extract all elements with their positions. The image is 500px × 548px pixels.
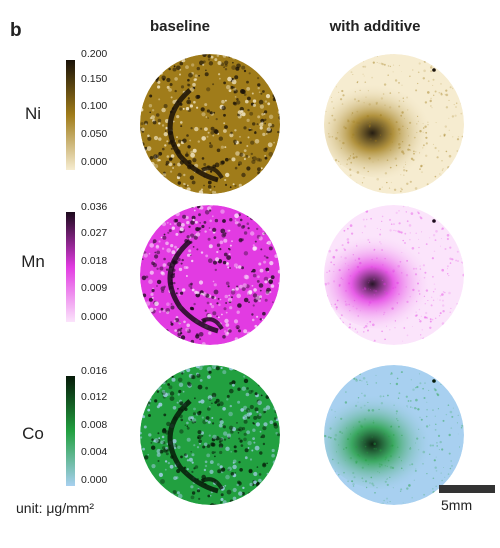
tick-label: 0.000: [81, 311, 108, 323]
scale-bar: [439, 485, 495, 493]
map-co-baseline: [140, 365, 280, 505]
unit-label: unit: μg/mm²: [16, 500, 95, 516]
tick-label: 0.150: [81, 73, 108, 85]
row-label-mn: Mn: [21, 252, 45, 271]
tick-label: 0.008: [81, 419, 108, 431]
tick-label: 0.036: [81, 201, 108, 213]
tick-label: 0.000: [81, 156, 108, 168]
map-ni-with-additive: [324, 54, 464, 194]
tick-label: 0.000: [81, 474, 108, 486]
map-co-with-additive: [324, 365, 464, 505]
scale-bar-label: 5mm: [441, 497, 473, 513]
tick-label: 0.100: [81, 100, 108, 112]
row-label-co: Co: [22, 424, 44, 443]
tick-label: 0.016: [81, 365, 108, 377]
colorbar-ni: [66, 60, 75, 170]
panel-letter: b: [10, 20, 22, 41]
map-ni-baseline: [140, 54, 280, 194]
tick-label: 0.004: [81, 446, 108, 458]
colorbar-co: [66, 376, 75, 486]
column-header-with-additive: with additive: [329, 18, 421, 35]
tick-label: 0.050: [81, 128, 108, 140]
colorbar-mn: [66, 212, 75, 322]
map-mn-with-additive: [324, 205, 464, 345]
row-label-ni: Ni: [24, 104, 42, 123]
tick-label: 0.200: [81, 48, 108, 60]
column-header-baseline: baseline: [149, 18, 211, 35]
tick-label: 0.012: [81, 391, 108, 403]
tick-label: 0.018: [81, 255, 108, 267]
map-mn-baseline: [140, 205, 280, 345]
tick-label: 0.009: [81, 282, 108, 294]
tick-label: 0.027: [81, 227, 108, 239]
